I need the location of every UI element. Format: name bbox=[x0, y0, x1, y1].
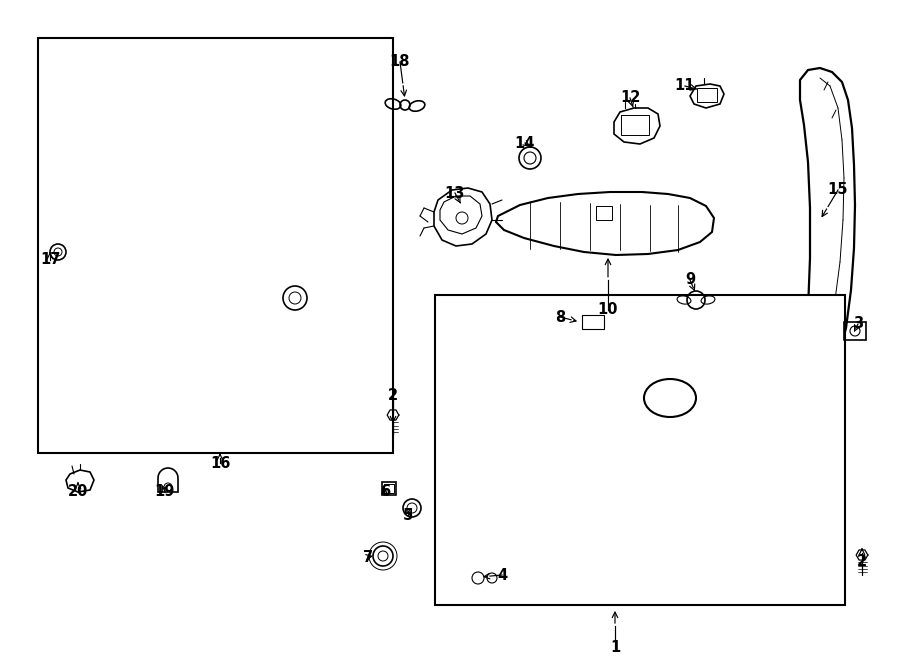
Text: 18: 18 bbox=[390, 54, 410, 69]
Text: 8: 8 bbox=[555, 309, 565, 325]
Text: 9: 9 bbox=[685, 272, 695, 288]
Bar bbox=[38, 38, 393, 453]
Text: 14: 14 bbox=[515, 136, 536, 151]
Bar bbox=[844, 322, 866, 340]
Text: 7: 7 bbox=[363, 549, 374, 564]
Text: 11: 11 bbox=[675, 79, 695, 93]
Text: 10: 10 bbox=[598, 303, 618, 317]
Text: 2: 2 bbox=[388, 389, 398, 403]
Text: 13: 13 bbox=[445, 186, 465, 200]
Text: 17: 17 bbox=[40, 253, 60, 268]
Bar bbox=[596, 206, 612, 220]
Text: 2: 2 bbox=[857, 555, 867, 570]
Bar bbox=[621, 115, 649, 135]
Text: 20: 20 bbox=[68, 485, 88, 500]
Bar bbox=[384, 484, 394, 493]
Text: 16: 16 bbox=[210, 455, 230, 471]
Bar bbox=[435, 295, 845, 605]
Bar bbox=[582, 315, 604, 329]
Text: 3: 3 bbox=[853, 317, 863, 332]
Text: 15: 15 bbox=[828, 182, 848, 198]
Bar bbox=[697, 88, 717, 102]
Text: 19: 19 bbox=[155, 485, 176, 500]
Text: 1: 1 bbox=[610, 641, 620, 656]
Text: 5: 5 bbox=[403, 508, 413, 524]
Text: 6: 6 bbox=[380, 485, 390, 500]
Text: 4: 4 bbox=[497, 568, 507, 582]
Bar bbox=[382, 482, 396, 495]
Text: 12: 12 bbox=[620, 91, 640, 106]
